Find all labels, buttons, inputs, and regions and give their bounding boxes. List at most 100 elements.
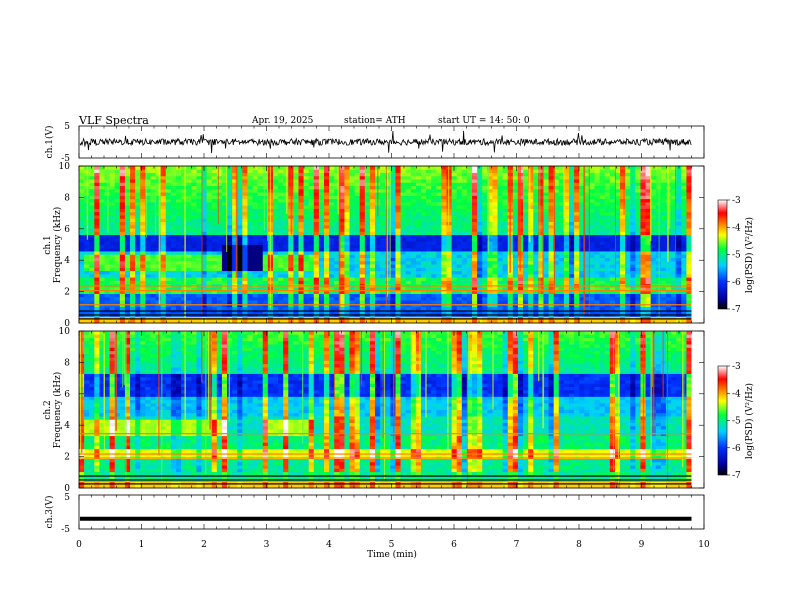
spectrogram-cell <box>334 290 340 294</box>
spectrogram-cell <box>533 224 539 229</box>
spectrogram-cell <box>262 254 269 258</box>
spectrogram-cell <box>482 237 488 242</box>
spectrogram-cell <box>191 215 197 219</box>
spectrogram-cell <box>150 319 156 324</box>
spectrogram-cell <box>645 228 652 232</box>
spectrogram-cell <box>456 188 463 193</box>
spectrogram-cell <box>79 273 85 278</box>
spectrogram-cell <box>614 228 621 232</box>
spectrogram-cell <box>257 319 264 324</box>
spectrogram-cell <box>344 237 350 242</box>
spectrogram-cell <box>426 244 432 249</box>
spectrogram-cell <box>165 244 172 249</box>
spectrogram-cell <box>650 300 657 304</box>
spectrogram-cell <box>415 215 422 219</box>
spectrogram-cell <box>441 293 447 298</box>
spectrogram-cell <box>461 287 468 291</box>
spectrogram-cell <box>369 215 376 219</box>
spectrogram-cell <box>155 208 162 213</box>
spectrogram-cell <box>594 224 601 229</box>
spectrogram-cell <box>630 287 636 291</box>
spectrogram-cell <box>339 306 345 311</box>
spectrogram-cell <box>119 188 126 193</box>
spectrogram-cell <box>130 244 136 249</box>
spectrogram-cell <box>237 257 243 262</box>
spectrogram-cell <box>553 254 560 258</box>
spectrogram-cell <box>232 306 238 311</box>
spectrogram-cell <box>645 277 652 281</box>
spectrogram-cell <box>145 224 151 229</box>
spectrogram-cell <box>252 247 259 252</box>
spectrogram-cell <box>175 241 182 245</box>
spectrogram-cell <box>344 287 350 291</box>
spectrogram-cell <box>650 270 657 275</box>
spectrogram-cell <box>400 260 407 265</box>
spectrogram-cell <box>543 257 549 262</box>
spectrogram-cell <box>130 201 136 206</box>
spectrogram-cell <box>94 241 100 245</box>
spectrogram-cell <box>303 215 310 219</box>
spectrogram-cell <box>349 237 356 242</box>
spectrogram-cell <box>405 267 412 272</box>
spectrogram-cell <box>262 293 269 298</box>
spectrogram-cell <box>405 257 412 262</box>
spectrogram-cell <box>543 224 549 229</box>
spectrogram-cell <box>558 264 565 268</box>
spectrogram-cell <box>216 195 223 200</box>
spectrogram-cell <box>186 306 192 311</box>
spectrogram-cell <box>609 237 616 242</box>
spectrogram-cell <box>609 293 616 298</box>
spectrogram-cell <box>431 247 437 252</box>
spectrogram-cell <box>512 254 519 258</box>
spectrogram-cell <box>140 290 146 294</box>
spectrogram-cell <box>175 192 182 196</box>
spectrogram-cell <box>364 192 371 196</box>
spectrogram-cell <box>196 306 202 311</box>
spectrogram-cell <box>221 267 228 272</box>
spectrogram-cell <box>528 205 534 209</box>
spectrogram-cell <box>119 211 126 216</box>
spectrogram-cell <box>681 287 687 291</box>
spectrogram-cell <box>614 201 621 206</box>
spectrogram-cell <box>477 290 483 294</box>
spectrogram-cell <box>640 267 646 272</box>
spectrogram-cell <box>594 237 601 242</box>
spectrogram-cell <box>170 244 177 249</box>
spectrogram-cell <box>686 201 692 206</box>
spectrogram-cell <box>89 228 95 232</box>
spectrogram-cell <box>175 296 182 301</box>
spectrogram-cell <box>441 218 447 222</box>
spectrogram-cell <box>349 306 356 311</box>
spectrogram-cell <box>395 237 401 242</box>
spectrogram-cell <box>553 257 560 262</box>
spectrogram-cell <box>487 293 493 298</box>
spectrogram-cell <box>579 195 585 200</box>
spectrogram-cell <box>114 300 121 304</box>
spectrogram-cell <box>324 241 330 245</box>
spectrogram-cell <box>446 208 452 213</box>
spectrogram-cell <box>502 244 509 249</box>
spectrogram-cell <box>563 244 570 249</box>
spectrogram-cell <box>400 290 407 294</box>
spectrogram-cell <box>482 280 488 285</box>
spectrogram-cell <box>308 287 315 291</box>
spectrogram-cell <box>538 290 544 294</box>
spectrogram-cell <box>635 293 641 298</box>
spectrogram-cell <box>645 260 652 265</box>
spectrogram-cell <box>574 267 580 272</box>
spectrogram-cell <box>528 231 534 236</box>
spectrogram-cell <box>278 280 284 285</box>
spectrogram-cell <box>497 290 504 294</box>
spectrogram-cell <box>181 231 187 236</box>
spectrogram-cell <box>181 221 187 226</box>
spectrogram-cell <box>170 247 177 252</box>
spectrogram-cell <box>252 264 259 268</box>
spectrogram-cell <box>584 309 590 314</box>
spectrogram-cell <box>660 198 667 203</box>
spectrogram-cell <box>395 228 401 232</box>
spectrogram-cell <box>548 205 555 209</box>
spectrogram-cell <box>650 198 657 203</box>
spectrogram-cell <box>216 198 223 203</box>
spectrogram-cell <box>640 221 646 226</box>
spectrogram-cell <box>533 309 539 314</box>
